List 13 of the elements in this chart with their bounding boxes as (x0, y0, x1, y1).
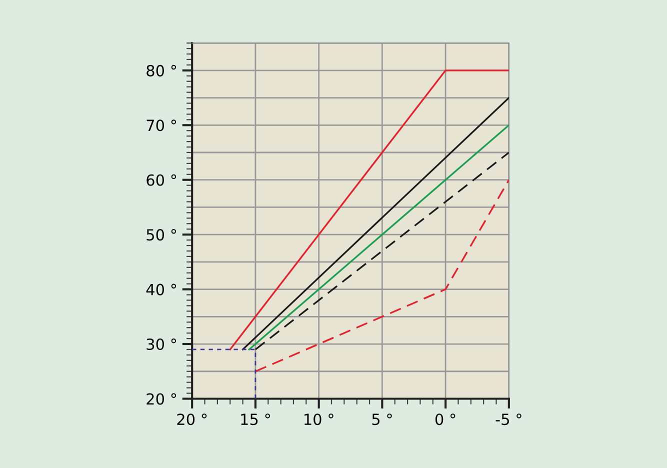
y-tick-label: 20 ° (146, 393, 176, 405)
y-tick-label: 60 ° (146, 174, 176, 186)
x-tick-label: 5 ° (372, 414, 392, 426)
x-tick-label: 15 ° (241, 414, 270, 426)
x-tick-label: -5 ° (496, 414, 522, 426)
y-tick-label: 30 ° (146, 338, 176, 350)
y-tick-label: 80 ° (146, 64, 176, 76)
y-tick-label: 50 ° (146, 229, 176, 241)
x-tick-label: 20 ° (177, 414, 207, 426)
x-tick-label: 10 ° (304, 414, 334, 426)
y-tick-label: 40 ° (146, 284, 176, 296)
y-tick-label: 70 ° (146, 120, 176, 132)
x-tick-label: 0 ° (435, 414, 456, 426)
